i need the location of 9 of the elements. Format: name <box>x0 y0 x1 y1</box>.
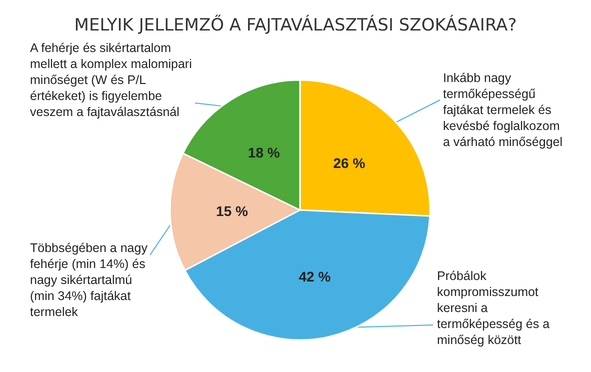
slice-label: A fehérje és sikértartalom mellett a komplex malomipari minőséget (W és P/L értékeket) is figyelembe veszem a fajtaválasztásnál <box>30 41 192 119</box>
slice-label: Próbálok kompromisszumot keresni a termőképesség és a minőség között <box>437 269 550 347</box>
data-label: 26 % <box>333 155 366 172</box>
slice-label: Többségében a nagy fehérje (min 14%) és nagy sikértartalmú (min 34%) fajtákat termelek <box>30 241 148 319</box>
chart-title: MELYIK JELLEMZŐ A FAJTAVÁLASZTÁSI SZOKÁSAIRA? <box>74 14 517 36</box>
data-label: 18 % <box>248 144 280 160</box>
slice-label: Inkább nagy termőképességű fajtákat termelek és kevésbé foglalkozom a várható minőséggel <box>443 71 563 149</box>
data-label: 15 % <box>216 203 249 220</box>
data-label: 42 % <box>298 268 332 284</box>
